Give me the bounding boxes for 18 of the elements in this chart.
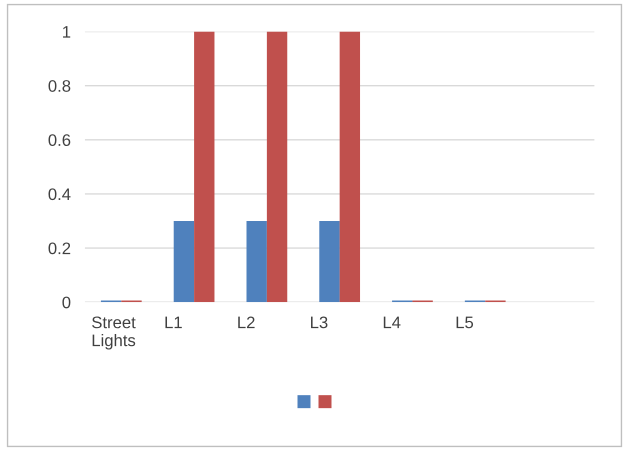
x-tick-label: L3: [311, 316, 328, 328]
y-tick-label: 1: [63, 26, 70, 38]
y-tick-label: 0.6: [48, 134, 70, 146]
bar: [340, 32, 360, 302]
y-tick-label: 0.2: [48, 242, 70, 254]
x-tick-label: L2: [238, 316, 255, 328]
y-tick-label: 0.4: [48, 188, 71, 200]
x-tick-label: L1: [165, 316, 182, 328]
bar: [266, 32, 288, 302]
bar: [246, 220, 267, 302]
bar: [194, 32, 214, 302]
y-tick-label: 0.8: [48, 80, 70, 92]
x-tick-label: Street Lights: [92, 316, 136, 350]
bar: [174, 220, 194, 302]
bar: [319, 220, 340, 302]
x-tick-label: L5: [456, 316, 474, 328]
y-tick-label: 0: [62, 296, 70, 308]
x-tick-label: L4: [384, 316, 400, 328]
